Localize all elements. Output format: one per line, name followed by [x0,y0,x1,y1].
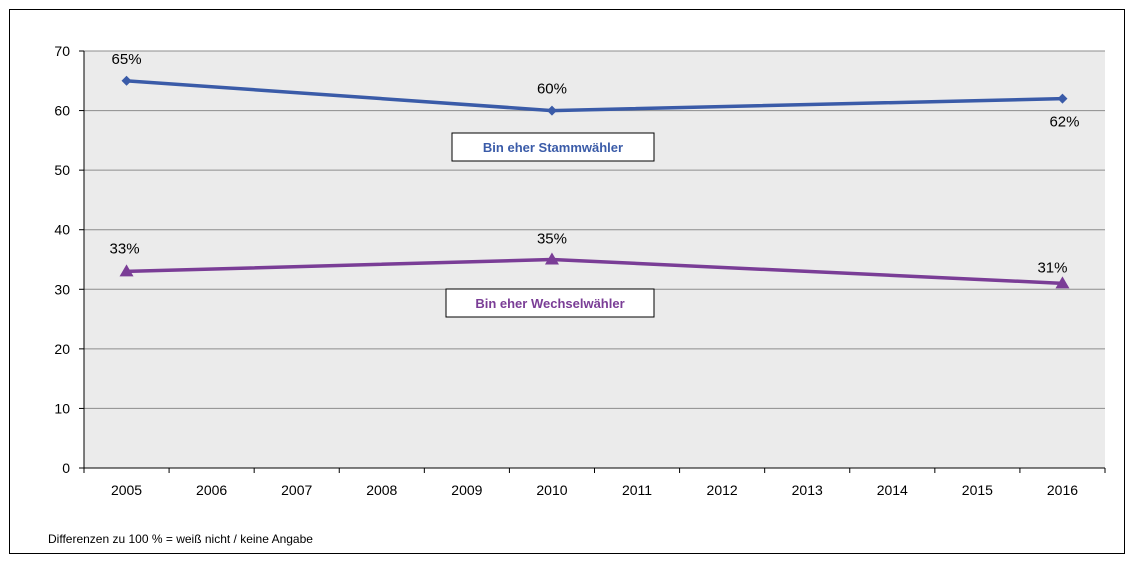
x-tick-label: 2009 [451,482,482,498]
y-tick-label: 50 [54,162,70,178]
series-label: Bin eher Stammwähler [483,140,623,155]
x-tick-label: 2011 [622,482,652,498]
data-point-marker [1055,276,1070,289]
x-tick-label: 2014 [877,482,908,498]
x-tick-label: 2016 [1047,482,1078,498]
y-tick-label: 20 [54,341,70,357]
data-label: 65% [112,51,142,68]
plot-area [84,51,1105,468]
x-tick-label: 2007 [281,482,312,498]
y-tick-label: 40 [54,222,70,238]
data-label: 60% [537,81,567,98]
chart-footnote: Differenzen zu 100 % = weiß nicht / kein… [48,532,313,546]
data-point-marker [119,264,134,277]
x-tick-label: 2010 [536,482,567,498]
x-tick-label: 2013 [792,482,823,498]
data-point-marker [1057,93,1068,104]
y-tick-label: 10 [54,400,70,416]
y-tick-label: 0 [62,460,70,476]
data-point-marker [121,75,132,86]
series-label: Bin eher Wechselwähler [475,296,624,311]
series-label-box [445,288,655,318]
y-tick-label: 60 [54,103,70,119]
x-tick-label: 2006 [196,482,227,498]
data-label: 33% [110,240,140,257]
y-tick-label: 30 [54,281,70,297]
x-tick-label: 2015 [962,482,993,498]
x-tick-label: 2005 [111,482,142,498]
x-tick-label: 2008 [366,482,397,498]
data-point-marker [546,105,557,116]
data-label: 35% [537,231,567,248]
x-tick-label: 2012 [707,482,738,498]
series-label-box [451,132,655,162]
data-point-marker [544,252,559,265]
y-tick-label: 70 [54,43,70,59]
data-label: 62% [1049,114,1079,131]
data-label: 31% [1037,259,1067,276]
